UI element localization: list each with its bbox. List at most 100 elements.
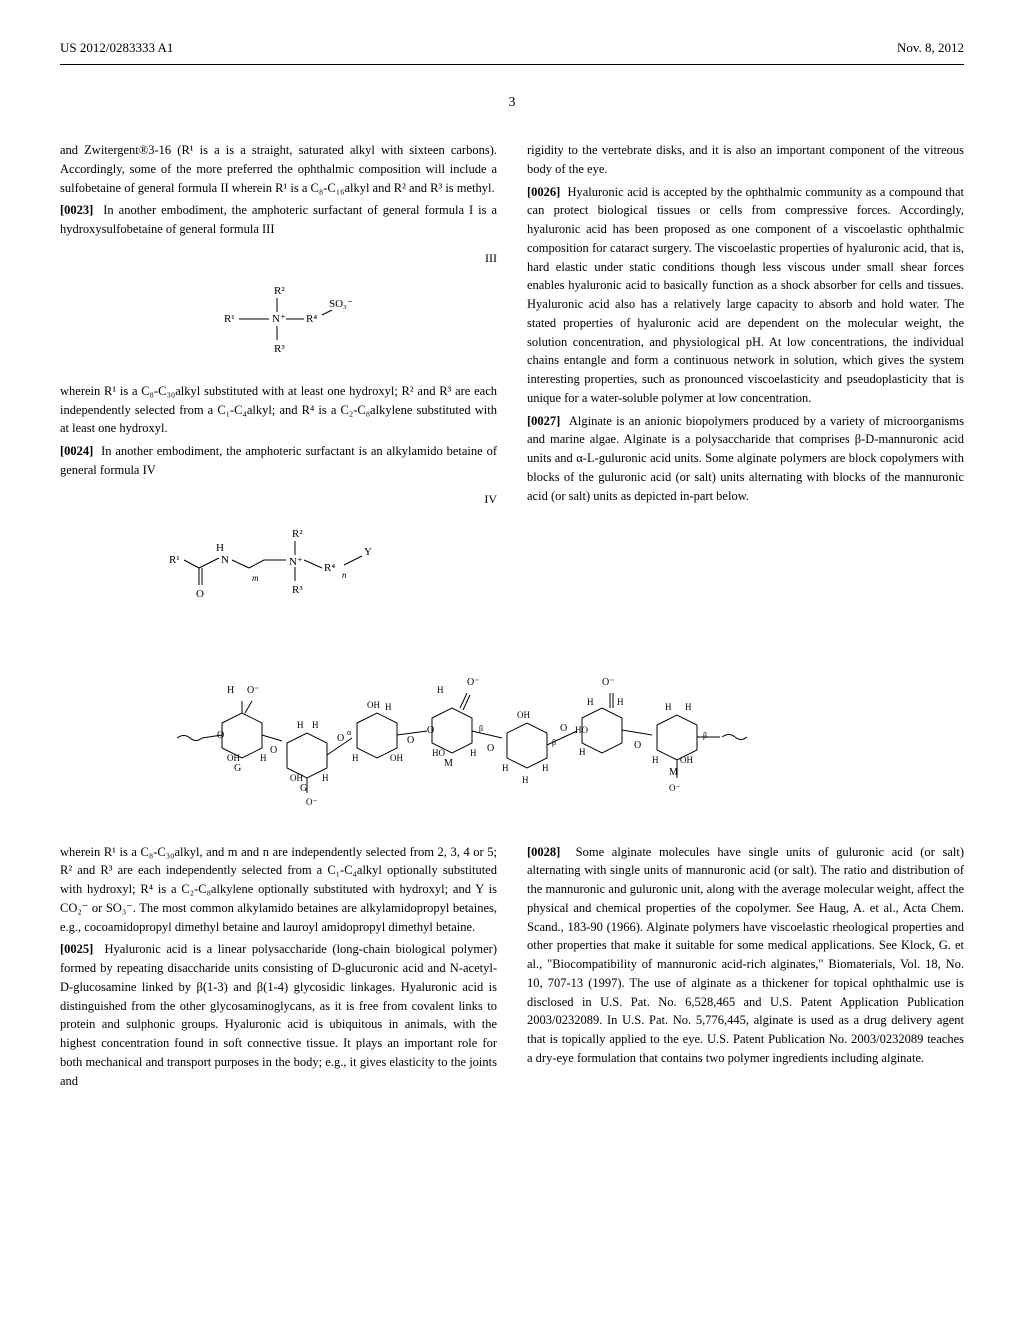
svg-text:H: H	[665, 702, 672, 712]
svg-text:H: H	[352, 753, 359, 763]
svg-text:O⁻: O⁻	[306, 797, 317, 807]
formula-III-label: III	[60, 249, 497, 267]
svg-text:HO: HO	[432, 748, 445, 758]
polysaccharide-structure-icon: H O⁻ O G OH H O H H G OH H O⁻ O	[172, 663, 852, 813]
svg-text:O: O	[487, 743, 494, 754]
svg-text:H: H	[579, 747, 586, 757]
formula-III-structure: R² R¹ N⁺ R³ R⁴ SO₃⁻	[60, 282, 497, 357]
svg-text:R¹: R¹	[224, 313, 235, 325]
svg-text:OH: OH	[227, 753, 240, 763]
paragraph-0023: [0023] In another embodiment, the amphot…	[60, 201, 497, 239]
svg-text:R⁴: R⁴	[324, 562, 335, 574]
alginate-structure: H O⁻ O G OH H O H H G OH H O⁻ O	[60, 663, 964, 813]
svg-text:H: H	[617, 697, 624, 707]
svg-text:O: O	[270, 745, 277, 756]
para-0024-text: In another embodiment, the amphoteric su…	[60, 444, 497, 477]
svg-text:α: α	[347, 728, 352, 737]
svg-text:O⁻: O⁻	[602, 677, 615, 688]
page-number: 3	[60, 95, 964, 111]
svg-text:OH: OH	[367, 700, 380, 710]
para-num-0025: [0025]	[60, 942, 93, 956]
formula-IV-label: IV	[60, 490, 497, 508]
header-divider	[60, 64, 964, 65]
svg-text:R³: R³	[292, 584, 303, 596]
svg-text:H: H	[385, 702, 392, 712]
svg-text:OH: OH	[517, 710, 530, 720]
body-columns: and Zwitergent®3-16 (R¹ is a is a straig…	[60, 141, 964, 633]
right-column: rigidity to the vertebrate disks, and it…	[527, 141, 964, 633]
svg-text:H: H	[502, 763, 509, 773]
svg-text:H: H	[652, 755, 659, 765]
svg-text:N: N	[221, 554, 229, 566]
svg-text:N⁺: N⁺	[272, 313, 286, 325]
svg-text:R¹: R¹	[169, 554, 180, 566]
svg-text:R²: R²	[274, 285, 285, 297]
para-num-0027: [0027]	[527, 414, 560, 428]
svg-text:O⁻: O⁻	[467, 677, 480, 688]
svg-text:O⁻: O⁻	[247, 685, 260, 696]
svg-text:H: H	[227, 685, 234, 696]
para-0028-text: Some alginate molecules have single unit…	[527, 845, 964, 1065]
left-column: and Zwitergent®3-16 (R¹ is a is a straig…	[60, 141, 497, 633]
lower-columns: wherein R¹ is a C₈-C₃₀alkyl, and m and n…	[60, 843, 964, 1095]
paragraph-0025: [0025] Hyaluronic acid is a linear polys…	[60, 940, 497, 1090]
svg-text:N⁺: N⁺	[289, 556, 303, 568]
right-top-paragraph: rigidity to the vertebrate disks, and it…	[527, 141, 964, 179]
para-num-0028: [0028]	[527, 845, 560, 859]
svg-text:Y: Y	[364, 546, 372, 558]
svg-text:SO₃⁻: SO₃⁻	[329, 298, 353, 310]
svg-text:OH: OH	[390, 753, 403, 763]
para-0023-text: In another embodiment, the amphoteric su…	[60, 203, 497, 236]
svg-text:m: m	[252, 573, 259, 583]
svg-text:H: H	[312, 720, 319, 730]
svg-text:H: H	[260, 753, 267, 763]
svg-text:O⁻: O⁻	[669, 783, 680, 793]
svg-text:O: O	[634, 740, 641, 751]
intro-paragraph: and Zwitergent®3-16 (R¹ is a is a straig…	[60, 141, 497, 197]
svg-text:β: β	[703, 731, 707, 740]
formula-III-description: wherein R¹ is a C₈-C₃₀alkyl substituted …	[60, 382, 497, 438]
svg-text:O: O	[196, 588, 204, 600]
svg-text:n: n	[342, 570, 347, 580]
svg-text:β: β	[479, 724, 483, 733]
svg-text:G: G	[234, 763, 241, 774]
para-num-0023: [0023]	[60, 203, 93, 217]
svg-text:OH: OH	[680, 755, 693, 765]
para-num-0026: [0026]	[527, 185, 560, 199]
paragraph-0024: [0024] In another embodiment, the amphot…	[60, 442, 497, 480]
para-0026-text: Hyaluronic acid is accepted by the ophth…	[527, 185, 964, 405]
formula-IV-structure: R¹ O H N m R² N⁺ R³	[60, 523, 497, 608]
svg-text:H: H	[216, 542, 224, 554]
svg-text:H: H	[437, 685, 444, 695]
svg-text:OH: OH	[290, 773, 303, 783]
svg-text:O: O	[427, 725, 434, 736]
paragraph-0026: [0026] Hyaluronic acid is accepted by th…	[527, 183, 964, 408]
svg-text:H: H	[322, 773, 329, 783]
svg-text:H: H	[522, 775, 529, 785]
svg-text:H: H	[542, 763, 549, 773]
lower-left-column: wherein R¹ is a C₈-C₃₀alkyl, and m and n…	[60, 843, 497, 1095]
svg-text:H: H	[297, 720, 304, 730]
svg-text:O: O	[407, 735, 414, 746]
publication-number: US 2012/0283333 A1	[60, 40, 173, 56]
para-0027-text: Alginate is an anionic biopolymers produ…	[527, 414, 964, 503]
svg-text:R³: R³	[274, 343, 285, 355]
svg-text:G: G	[300, 783, 307, 794]
svg-text:O: O	[560, 723, 567, 734]
chemical-formula-icon: R² R¹ N⁺ R³ R⁴ SO₃⁻	[204, 282, 354, 357]
svg-text:H: H	[587, 697, 594, 707]
page-header: US 2012/0283333 A1 Nov. 8, 2012	[60, 40, 964, 56]
svg-text:R⁴: R⁴	[306, 313, 317, 325]
svg-text:O: O	[337, 733, 344, 744]
paragraph-0028: [0028] Some alginate molecules have sing…	[527, 843, 964, 1068]
para-0025-text: Hyaluronic acid is a linear polysacchari…	[60, 942, 497, 1087]
svg-text:HO: HO	[575, 725, 588, 735]
chemical-formula-icon: R¹ O H N m R² N⁺ R³	[164, 523, 394, 608]
publication-date: Nov. 8, 2012	[897, 40, 964, 56]
svg-text:R²: R²	[292, 528, 303, 540]
svg-text:M: M	[444, 758, 453, 769]
formula-IV-description: wherein R¹ is a C₈-C₃₀alkyl, and m and n…	[60, 843, 497, 937]
para-num-0024: [0024]	[60, 444, 93, 458]
svg-text:H: H	[685, 702, 692, 712]
svg-text:H: H	[470, 748, 477, 758]
